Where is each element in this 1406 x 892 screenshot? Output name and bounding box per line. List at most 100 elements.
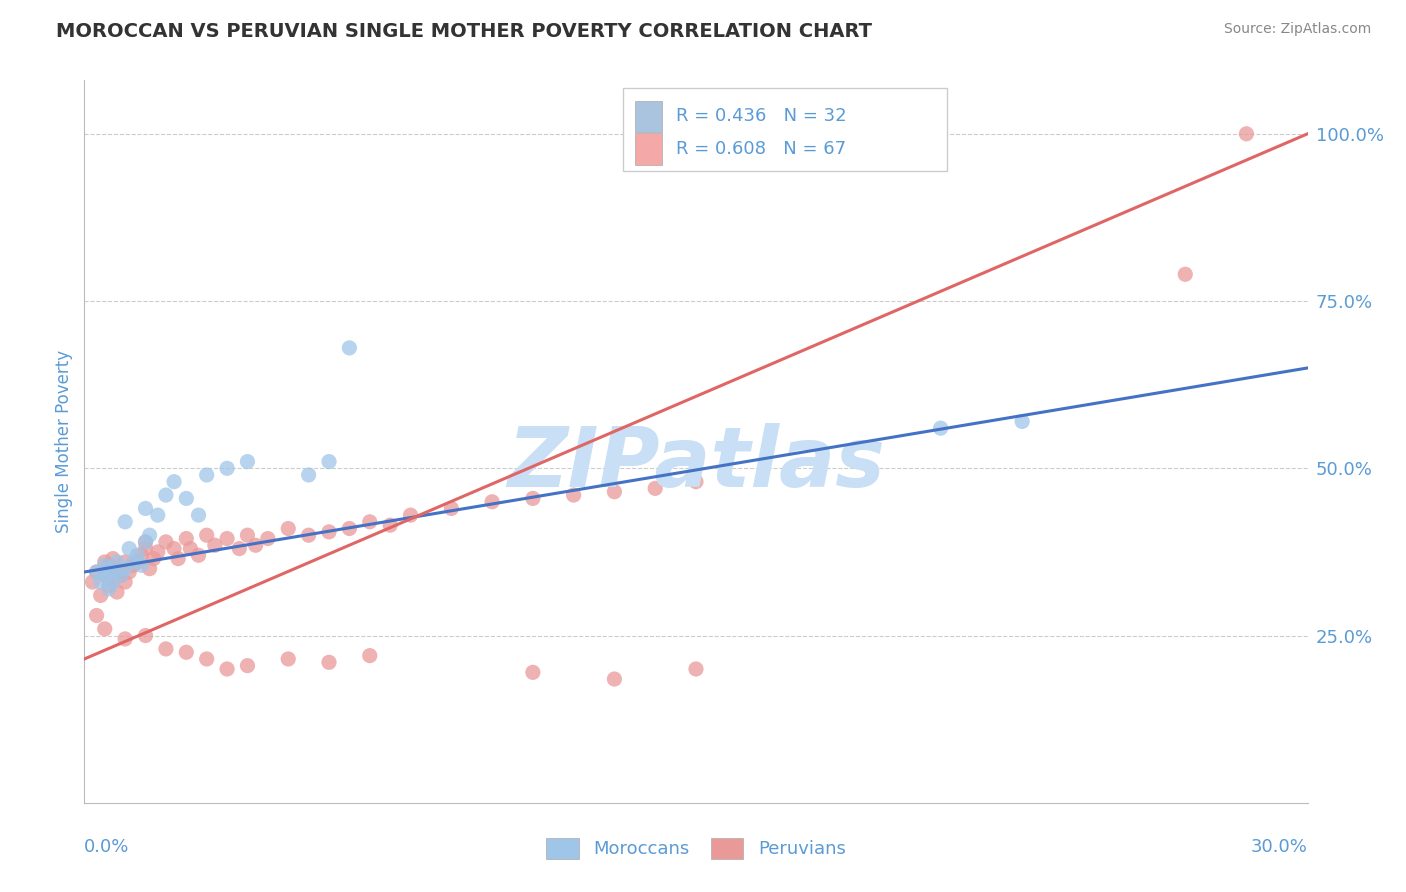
Point [93,568,115,582]
Text: MOROCCAN VS PERUVIAN SINGLE MOTHER POVERTY CORRELATION CHART: MOROCCAN VS PERUVIAN SINGLE MOTHER POVER… [56,22,872,41]
FancyBboxPatch shape [636,133,662,165]
Point [929,421,952,435]
Point [163,541,186,556]
Point [603,484,626,499]
Point [685,475,707,489]
FancyBboxPatch shape [623,87,946,170]
Point [86,565,108,579]
Point [217,662,239,676]
Point [318,524,340,539]
Point [105,555,128,569]
Point [1011,414,1033,429]
Point [217,532,239,546]
Text: R = 0.436   N = 32: R = 0.436 N = 32 [676,107,846,126]
Point [97,558,120,573]
Point [380,518,402,533]
Point [236,528,259,542]
Point [97,582,120,596]
Point [236,455,259,469]
Point [131,558,153,573]
Point [440,501,463,516]
Point [101,551,124,566]
Point [114,562,136,576]
Point [179,541,201,556]
Point [114,515,136,529]
Point [118,541,141,556]
Point [146,545,169,559]
Text: ZIPatlas: ZIPatlas [508,423,884,504]
Point [359,648,381,663]
Point [522,491,544,506]
Point [603,672,626,686]
Point [122,558,145,573]
Legend: Moroccans, Peruvians: Moroccans, Peruvians [538,830,853,866]
Point [131,548,153,563]
Point [155,488,177,502]
Point [97,578,120,592]
Point [101,575,124,590]
Point [298,467,321,482]
Point [155,534,177,549]
Point [135,501,157,516]
Point [187,508,209,523]
Point [101,572,124,586]
Point [236,658,259,673]
Point [93,555,115,569]
Point [110,568,132,582]
Point [174,532,197,546]
Text: Source: ZipAtlas.com: Source: ZipAtlas.com [1223,22,1371,37]
Point [127,548,149,563]
Point [195,652,218,666]
Point [174,491,197,506]
Point [522,665,544,680]
Point [110,568,132,582]
Point [217,461,239,475]
Point [174,645,197,659]
Point [114,555,136,569]
Point [187,548,209,563]
Point [135,541,157,556]
Point [481,494,503,508]
Point [105,585,128,599]
Point [93,558,115,573]
Point [644,482,666,496]
Point [339,341,361,355]
Point [318,455,340,469]
Point [228,541,250,556]
Text: 0.0%: 0.0% [84,838,129,855]
Point [1174,268,1197,282]
Point [146,508,169,523]
Point [97,562,120,576]
Point [685,662,707,676]
Point [298,528,321,542]
Point [86,565,108,579]
Point [135,628,157,642]
Point [257,532,280,546]
Point [277,521,299,535]
Text: R = 0.608   N = 67: R = 0.608 N = 67 [676,140,846,158]
Point [277,652,299,666]
Point [163,475,186,489]
Point [138,562,160,576]
Point [339,521,361,535]
Point [142,551,165,566]
Point [318,655,340,669]
Point [122,555,145,569]
Point [562,488,585,502]
Point [155,642,177,657]
FancyBboxPatch shape [636,101,662,132]
Point [114,632,136,646]
Point [93,568,115,582]
Point [101,565,124,579]
Y-axis label: Single Mother Poverty: Single Mother Poverty [55,350,73,533]
Point [195,467,218,482]
Point [118,565,141,579]
Point [204,538,226,552]
Point [167,551,190,566]
Point [1236,127,1258,141]
Point [105,562,128,576]
Point [245,538,267,552]
Point [135,534,157,549]
Point [86,608,108,623]
Point [135,534,157,549]
